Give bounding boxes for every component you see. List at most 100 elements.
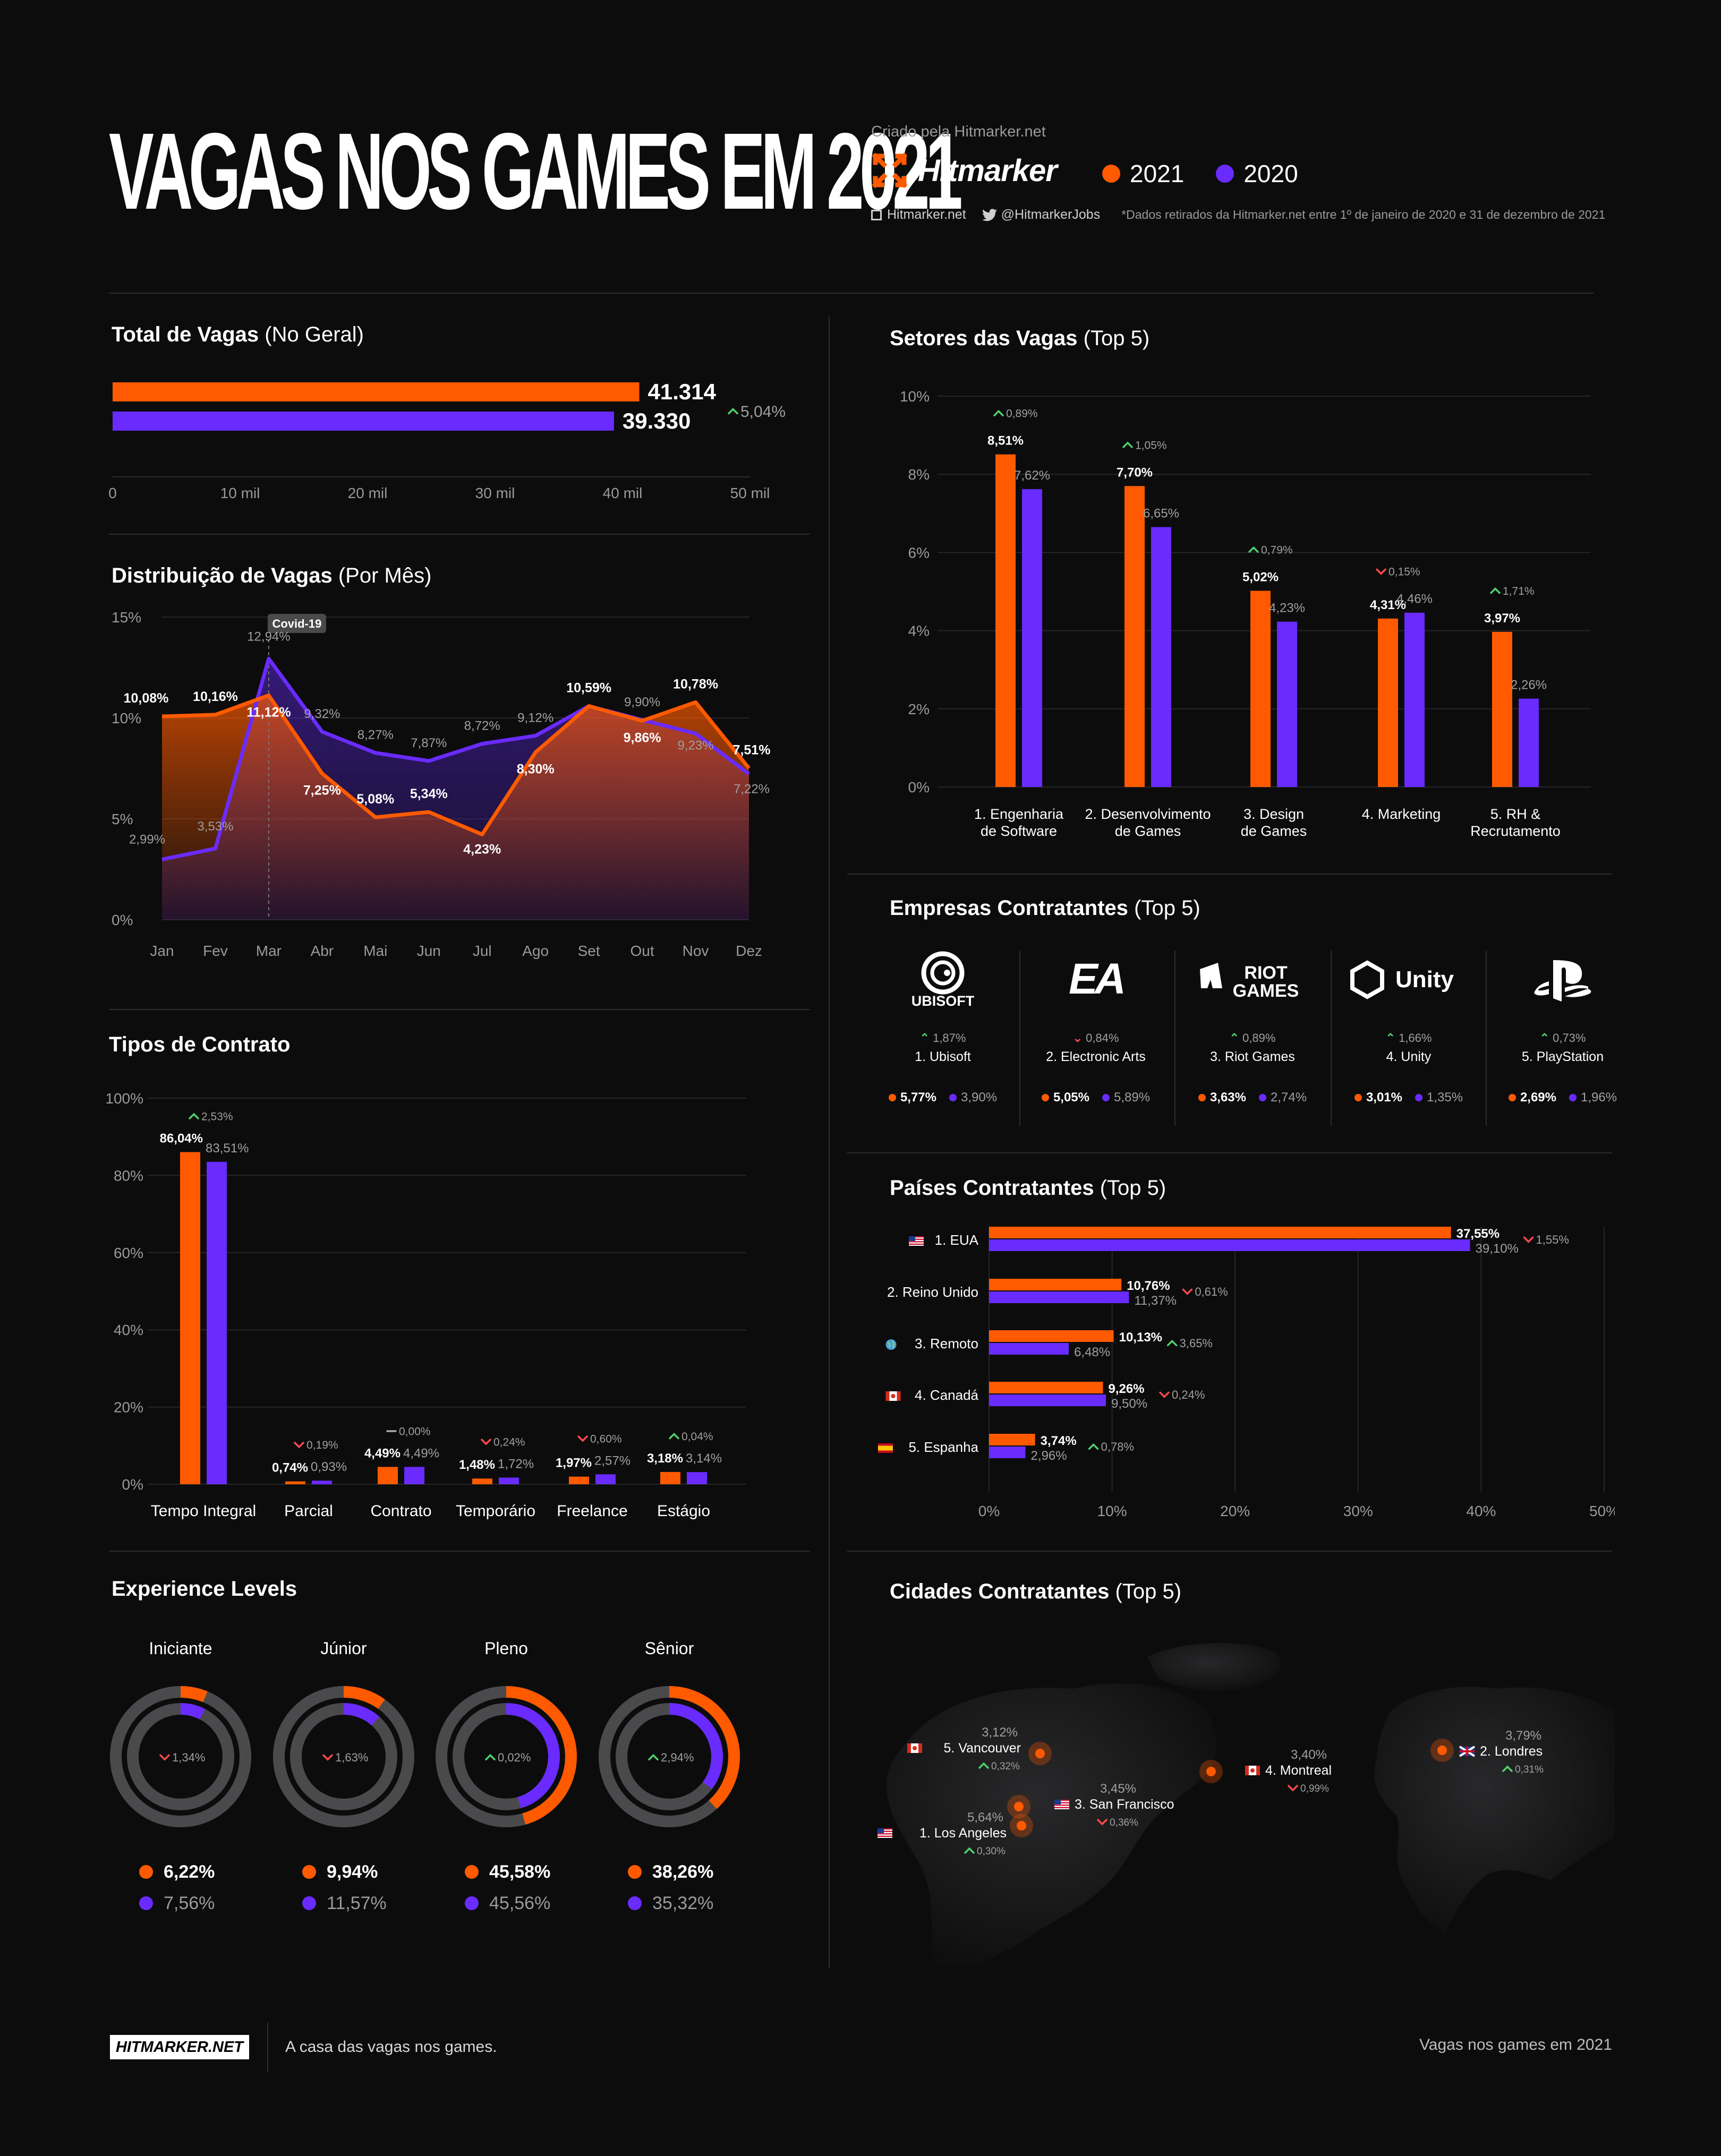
change-value: 0,73%: [1553, 1031, 1586, 1045]
city-value: 5,64%: [967, 1810, 1003, 1825]
flag-stripe: [1054, 1804, 1069, 1806]
arrow-up-icon: [1490, 587, 1501, 594]
riot-games-logo: RIOT GAMES: [1173, 945, 1332, 1014]
x-tick-label: 0%: [978, 1503, 1000, 1519]
city-value: 3,79%: [1505, 1729, 1541, 1743]
bar-2020: [1519, 698, 1539, 787]
arrow-down-icon: [294, 1442, 304, 1449]
bar-value-label: 41.314: [648, 379, 717, 404]
y-tick-label: 4%: [908, 623, 930, 639]
us-flag-icon: [1054, 1800, 1069, 1809]
footer-badge[interactable]: HITMARKER.NET: [110, 2035, 249, 2059]
svg-text:GAMES: GAMES: [1233, 981, 1299, 1001]
x-tick-label: 30%: [1343, 1503, 1373, 1519]
data-label-2021: 0,74%: [272, 1461, 308, 1475]
company-separator: [1331, 951, 1332, 1126]
bar-2021: [1250, 591, 1271, 787]
site-link[interactable]: Hitmarker.net: [887, 207, 966, 222]
data-label-2020: 7,22%: [734, 782, 770, 797]
company-values: 3,63% 2,74%: [1173, 1090, 1332, 1105]
change-label: 1,34%: [172, 1751, 205, 1764]
flag-leaf: [913, 1746, 917, 1750]
data-label-2020: 7,62%: [1014, 468, 1050, 483]
bar-2020: [312, 1481, 332, 1484]
dot-2021: [139, 1865, 153, 1879]
city-change: 0,36%: [1110, 1817, 1138, 1828]
company-card: Unity ⌃ 1,66% 4. Unity 3,01% 1,35%: [1329, 945, 1488, 1126]
value-2021: 3,01%: [1366, 1090, 1402, 1105]
bar-2020: [989, 1291, 1129, 1303]
x-tick-label: Jul: [473, 943, 492, 959]
arrow-up-icon: [1166, 1339, 1178, 1347]
arrow-up-icon: [1088, 1443, 1099, 1450]
playstation-logo: [1483, 945, 1642, 1014]
ring-2020: [290, 1703, 397, 1810]
y-tick-label: 60%: [114, 1245, 143, 1261]
bar-2020: [1022, 489, 1042, 787]
flag-stripe: [1054, 1802, 1069, 1803]
city-change: 0,32%: [991, 1761, 1020, 1772]
arrow-down-icon: [159, 1754, 170, 1761]
flag-band: [1256, 1766, 1260, 1775]
ring-2020: [453, 1703, 560, 1810]
data-label-2020: 4,23%: [1269, 601, 1305, 615]
x-tick-label: 50 mil: [730, 485, 770, 501]
change-label: ⌃ 0,73%: [1483, 1031, 1642, 1045]
canada-flag-icon: [907, 1743, 922, 1753]
bar-2021: [989, 1330, 1114, 1342]
data-label-2020: 9,32%: [304, 707, 340, 721]
x-category-label: de Games: [1241, 823, 1307, 839]
legend: 2021 2020: [1102, 159, 1298, 188]
flag-canton: [877, 1828, 884, 1833]
data-label-2020: 0,93%: [311, 1460, 347, 1474]
data-label-2021: 10,76%: [1127, 1279, 1170, 1293]
value-2020: 1,96%: [1581, 1090, 1617, 1105]
arrow-down-icon: [1097, 1819, 1107, 1826]
bar-2020: [1404, 612, 1425, 787]
value-2021: 5,77%: [900, 1090, 936, 1105]
arrow-down-icon: ⌄: [1072, 1031, 1083, 1045]
canada-flag-icon: [1245, 1766, 1260, 1775]
data-label-2021: 10,16%: [193, 689, 238, 704]
country-label: 5. Espanha: [908, 1439, 978, 1455]
x-tick-label: Dez: [736, 943, 762, 959]
company-values: 5,05% 5,89%: [1016, 1090, 1175, 1105]
data-label-2021: 7,70%: [1117, 465, 1153, 480]
data-label-2021: 86,04%: [160, 1131, 203, 1145]
bar: [113, 412, 614, 431]
bar-2021: [1124, 486, 1145, 787]
change-label: 2,53%: [201, 1110, 233, 1123]
y-tick-label: 5%: [112, 811, 133, 827]
data-label-2021: 7,25%: [303, 783, 341, 798]
city-marker: [1206, 1767, 1216, 1776]
x-category-label: Tempo Integral: [151, 1502, 256, 1520]
ring-2021: [599, 1686, 740, 1827]
data-label-2020: 7,87%: [411, 736, 447, 750]
divider: [109, 1551, 810, 1552]
x-category-label: Parcial: [284, 1502, 333, 1520]
twitter-link[interactable]: @HitmarkerJobs: [1001, 207, 1101, 222]
x-tick-label: Ago: [522, 943, 549, 959]
arrow-up-icon: [669, 1433, 679, 1440]
x-category-label: 4. Marketing: [1362, 806, 1441, 822]
level-label: Júnior: [320, 1639, 367, 1658]
area-2021: [162, 695, 749, 920]
company-values: 3,01% 1,35%: [1329, 1090, 1488, 1105]
x-tick-label: Abr: [311, 943, 334, 959]
city-name: 1. Los Angeles: [919, 1826, 1007, 1841]
y-tick-label: 40%: [114, 1322, 143, 1338]
data-label-2020: 2,57%: [594, 1453, 631, 1468]
companies-panel: UBISOFT ⌃ 1,87% 1. Ubisoft 5,77% 3,90% EA ⌄ 0,…: [871, 945, 1617, 1126]
y-tick-label: 0%: [908, 779, 930, 795]
arrow-up-icon: [648, 1753, 659, 1761]
data-label-2020: 4,46%: [1396, 592, 1433, 606]
flag-leaf: [1250, 1768, 1255, 1773]
change-label: 0,61%: [1195, 1285, 1228, 1298]
company-card: EA ⌄ 0,84% 2. Electronic Arts 5,05% 5,89%: [1016, 945, 1175, 1126]
dot-2020: [1102, 1094, 1110, 1101]
x-category-label: Estágio: [657, 1502, 710, 1520]
value-2020: 45,56%: [489, 1893, 550, 1913]
bar: [113, 382, 640, 401]
bar-2021: [989, 1382, 1103, 1393]
